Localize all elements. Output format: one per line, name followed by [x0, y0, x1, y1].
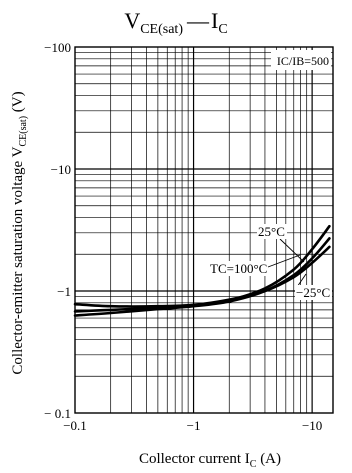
y-label-unit: (V)	[10, 91, 26, 116]
annotation-bg	[257, 224, 287, 239]
y-tick-label: −10	[51, 162, 71, 177]
series-curves	[73, 224, 331, 317]
series-line-0	[73, 224, 331, 313]
title-i: I	[211, 8, 218, 33]
x-label-main: Collector current I	[139, 451, 250, 467]
x-axis-label: Collector current IC (A)	[139, 451, 281, 470]
grid	[75, 47, 333, 413]
plot-frame	[74, 46, 334, 414]
tick-labels: −0.1 −1 −10 − 0.1 −1 −10 −100	[44, 40, 322, 433]
chart-title: VCE(sat) —IC	[124, 8, 227, 37]
x-tick-label: −10	[302, 418, 322, 433]
annotation-bg	[295, 285, 332, 300]
annotation-label: TC=100°C	[210, 261, 267, 276]
x-label-sub: C	[250, 459, 257, 470]
annotation-leader	[296, 273, 307, 288]
series-line-2	[73, 245, 331, 308]
condition-box: IC/IB=500	[271, 50, 331, 70]
annotation-leader	[279, 238, 305, 263]
series-line-1	[73, 237, 331, 317]
title-sep: —	[186, 8, 210, 33]
annotation-bg	[209, 261, 267, 276]
x-tick-label: −0.1	[63, 418, 87, 433]
title-i-sub: C	[218, 22, 227, 37]
annotation-label: 25°C	[258, 224, 285, 239]
y-tick-label: − 0.1	[44, 406, 71, 421]
y-label-main: Collector-emitter saturation voltage V	[10, 146, 26, 374]
x-label-unit: (A)	[256, 451, 281, 467]
annotations: 25°C TC=100°C −25°C	[209, 224, 332, 300]
annotation-leader	[267, 254, 301, 268]
title-v: V	[124, 8, 140, 33]
y-tick-label: −1	[57, 284, 71, 299]
title-v-sub: CE(sat)	[140, 22, 183, 37]
annotation-label: −25°C	[296, 285, 330, 300]
y-axis-label: Collector-emitter saturation voltage VCE…	[10, 91, 29, 374]
condition-label: IC/IB=500	[277, 54, 329, 68]
x-tick-label: −1	[187, 418, 201, 433]
y-tick-label: −100	[44, 40, 71, 55]
y-label-sub: CE(sat)	[18, 116, 29, 147]
